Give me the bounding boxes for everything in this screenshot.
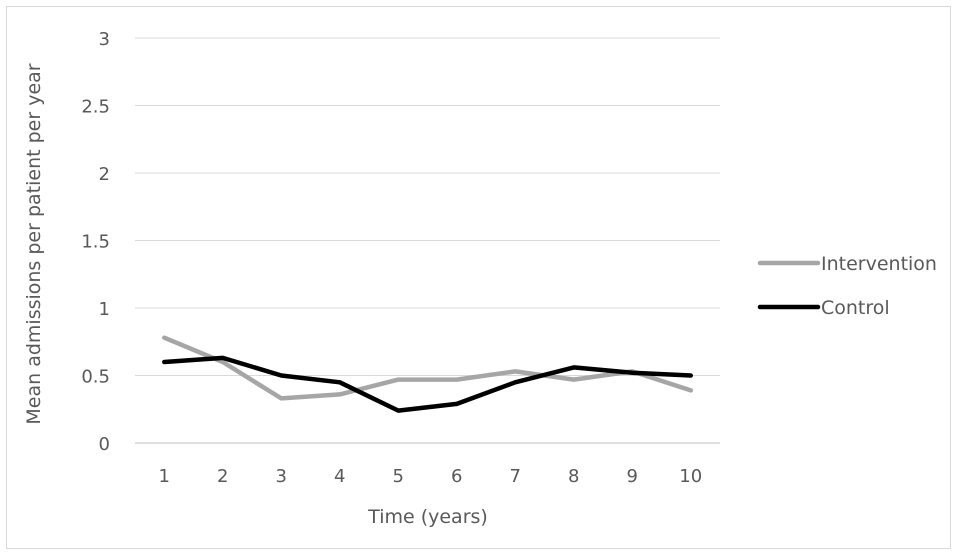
x-tick-label: 8 (568, 466, 579, 487)
x-tick-label: 10 (679, 466, 702, 487)
x-tick-label: 9 (627, 466, 638, 487)
series-line-intervention (162, 335, 694, 401)
x-axis-ticks: 1 2 3 4 5 6 7 8 9 10 (159, 466, 703, 487)
gridlines (135, 37, 720, 376)
legend: Intervention Control (757, 253, 937, 319)
series-lines (162, 335, 694, 413)
x-tick-label: 6 (451, 466, 462, 487)
y-tick-label: 1.5 (81, 232, 110, 253)
y-tick-label: 0 (99, 434, 110, 455)
y-tick-label: 3 (99, 29, 110, 50)
x-axis-title: Time (years) (367, 506, 488, 528)
legend-label: Control (821, 297, 890, 319)
y-tick-label: 2 (99, 164, 110, 185)
x-tick-label: 4 (334, 466, 345, 487)
x-tick-label: 1 (159, 466, 170, 487)
y-axis-title: Mean admissions per patient per year (23, 63, 45, 424)
chart-frame (6, 6, 951, 549)
x-tick-label: 5 (393, 466, 404, 487)
series-line-control (162, 355, 694, 413)
x-tick-label: 3 (276, 466, 287, 487)
legend-label: Intervention (821, 253, 937, 275)
y-axis-ticks: 0 0.5 1 1.5 2 2.5 3 (81, 29, 110, 455)
y-tick-label: 0.5 (81, 367, 110, 388)
x-tick-label: 2 (217, 466, 228, 487)
y-tick-label: 2.5 (81, 97, 110, 118)
y-tick-label: 1 (99, 299, 110, 320)
x-tick-label: 7 (510, 466, 521, 487)
